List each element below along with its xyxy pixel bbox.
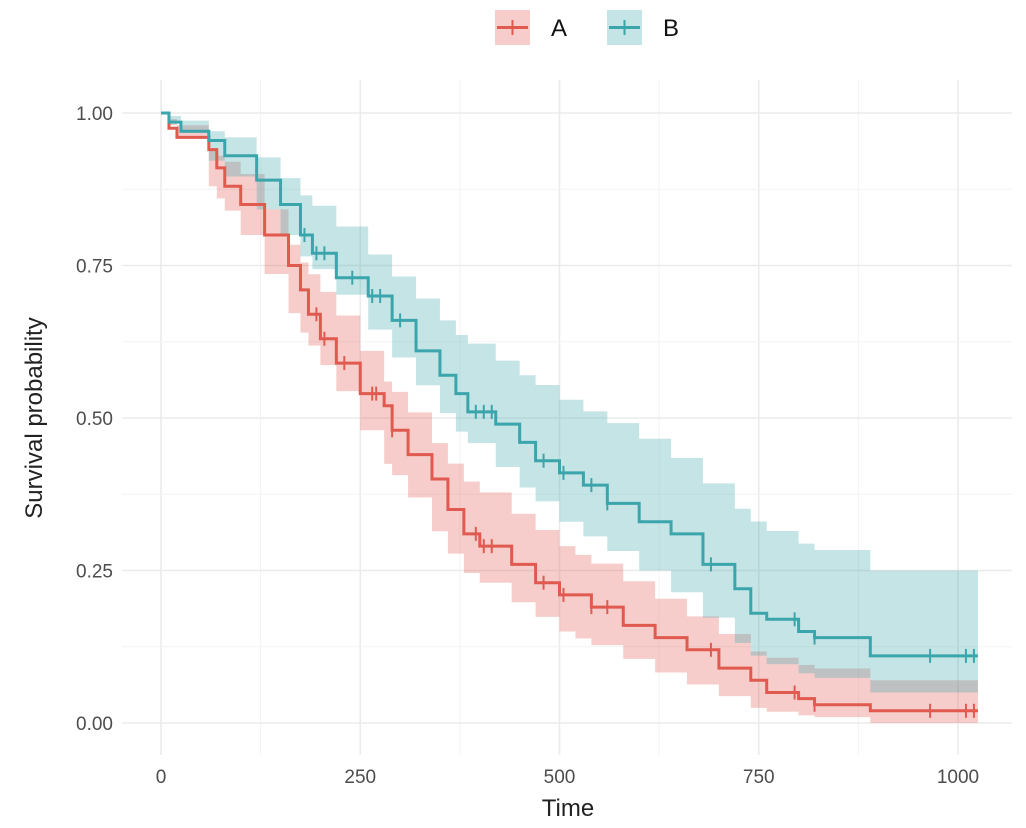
survival-curve-A [161, 111, 978, 713]
grid [122, 80, 1012, 755]
x-axis-label: Time [542, 795, 594, 822]
ci-band-A [161, 113, 978, 723]
x-tick-label: 250 [344, 767, 376, 788]
axis-ticks: 0 250 500 750 1000 0.00 0.25 0.50 0.75 1.00 [76, 104, 979, 788]
y-tick-label: 0.25 [76, 562, 113, 583]
x-tick-label: 750 [743, 767, 775, 788]
survival-curve-B [161, 111, 978, 658]
survival-curves [161, 111, 978, 718]
legend-label-A: A [551, 15, 567, 42]
x-tick-label: 1000 [937, 767, 979, 788]
x-tick-label: 0 [156, 767, 167, 788]
y-axis-label: Survival probability [21, 317, 48, 518]
confidence-bands [161, 113, 978, 723]
ci-band-B [161, 113, 978, 693]
y-tick-label: 0.00 [76, 714, 113, 735]
y-tick-label: 0.50 [76, 409, 113, 430]
legend-label-B: B [663, 15, 679, 42]
y-tick-label: 0.75 [76, 257, 113, 278]
y-tick-label: 1.00 [76, 104, 113, 125]
x-tick-label: 500 [544, 767, 576, 788]
